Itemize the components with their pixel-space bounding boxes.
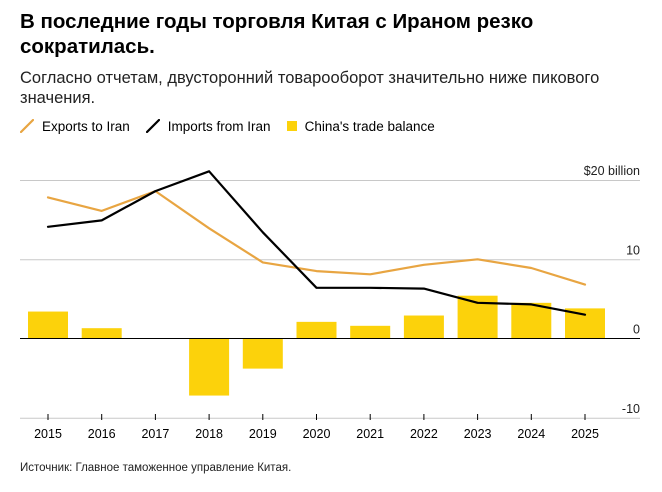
line-series-imports <box>46 170 587 316</box>
bar-balance-2016 <box>81 328 122 339</box>
chart-subtitle: Согласно отчетам, двусторонний товарообо… <box>20 69 600 107</box>
bar-balance-2018 <box>189 338 230 396</box>
chart-legend: Exports to Iran Imports from Iran China'… <box>20 117 451 135</box>
x-tick-label-2025: 2025 <box>571 427 599 441</box>
x-tick-label-2023: 2023 <box>464 427 492 441</box>
y-tick-label-0: $20 billion <box>584 164 640 178</box>
x-tick-label-2018: 2018 <box>195 427 223 441</box>
legend-label-balance: China's trade balance <box>304 118 435 134</box>
legend-item-balance: China's trade balance <box>286 118 435 134</box>
legend-label-imports: Imports from Iran <box>167 118 271 134</box>
bar-balance-2020 <box>296 321 337 339</box>
y-tick-label-3: -10 <box>622 402 640 416</box>
bar-balance-2021 <box>350 325 391 339</box>
legend-item-imports: Imports from Iran <box>145 118 271 134</box>
bar-balance-2022 <box>403 315 444 339</box>
line-series-exports <box>46 190 587 286</box>
legend-box-balance-icon <box>286 121 297 131</box>
x-tick-label-2017: 2017 <box>141 427 169 441</box>
x-tick-label-2021: 2021 <box>356 427 384 441</box>
x-tick-label-2022: 2022 <box>410 427 438 441</box>
legend-label-exports: Exports to Iran <box>42 118 130 134</box>
legend-item-exports: Exports to Iran <box>20 119 130 134</box>
x-tick-label-2024: 2024 <box>517 427 545 441</box>
x-tick-label-2019: 2019 <box>249 427 277 441</box>
y-tick-label-1: 10 <box>626 243 640 257</box>
legend-line-imports-icon <box>145 119 160 133</box>
bar-balance-2025 <box>565 308 605 339</box>
x-tick-label-2015: 2015 <box>34 427 62 441</box>
bar-balance-2015 <box>28 311 68 339</box>
x-tick-label-2020: 2020 <box>303 427 331 441</box>
x-tick-label-2016: 2016 <box>88 427 116 441</box>
bar-balance-2024 <box>511 302 552 339</box>
source-note: Источник: Главное таможенное управление … <box>20 462 292 474</box>
y-tick-label-2: 0 <box>633 323 640 337</box>
bar-balance-2019 <box>242 338 283 369</box>
legend-line-exports-icon <box>20 119 34 133</box>
chart-title: В последние годы торговля Китая с Ираном… <box>20 10 534 58</box>
